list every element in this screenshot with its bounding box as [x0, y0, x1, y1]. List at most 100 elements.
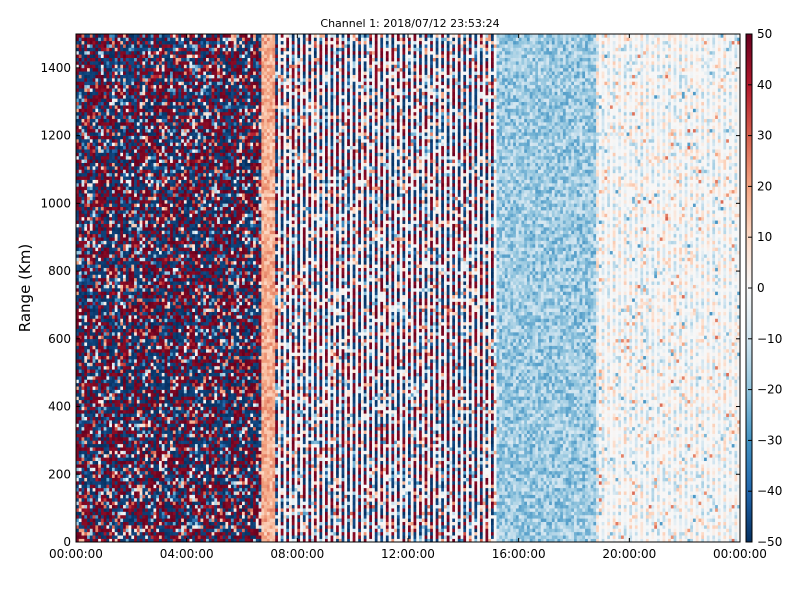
heatmap-cell	[87, 501, 90, 505]
heatmap-cell	[129, 535, 132, 539]
heatmap-cell	[120, 75, 123, 79]
heatmap-cell	[87, 213, 90, 217]
heatmap-cell	[153, 37, 156, 41]
heatmap-cell	[90, 85, 93, 89]
heatmap-cell	[82, 515, 85, 519]
heatmap-cell	[131, 278, 134, 282]
heatmap-cell	[104, 518, 107, 522]
heatmap-cell	[159, 363, 162, 367]
heatmap-cell	[129, 410, 132, 414]
heatmap-cell	[115, 85, 118, 89]
heatmap-cell	[145, 95, 148, 99]
heatmap-cell	[118, 278, 121, 282]
heatmap-cell	[129, 95, 132, 99]
heatmap-cell	[159, 149, 162, 153]
heatmap-cell	[79, 467, 82, 471]
heatmap-cell	[101, 501, 104, 505]
heatmap-cell	[95, 464, 98, 468]
heatmap-cell	[126, 318, 129, 322]
heatmap-cell	[112, 278, 115, 282]
heatmap-cell	[98, 352, 101, 356]
heatmap-cell	[115, 230, 118, 234]
heatmap-cell	[84, 37, 87, 41]
heatmap-cell	[142, 163, 145, 167]
heatmap-cell	[82, 61, 85, 65]
heatmap-cell	[79, 495, 82, 499]
heatmap-cell	[123, 51, 126, 55]
heatmap-cell	[104, 34, 107, 38]
heatmap-cell	[159, 132, 162, 136]
heatmap-cell	[90, 125, 93, 129]
heatmap-cell	[112, 491, 115, 495]
heatmap-cell	[134, 129, 137, 133]
heatmap-cell	[104, 339, 107, 343]
heatmap-cell	[156, 169, 159, 173]
heatmap-cell	[126, 129, 129, 133]
heatmap-cell	[90, 58, 93, 62]
heatmap-cell	[118, 44, 121, 48]
heatmap-cell	[101, 440, 104, 444]
heatmap-cell	[82, 71, 85, 75]
heatmap-cell	[95, 230, 98, 234]
heatmap-cell	[93, 81, 96, 85]
heatmap-cell	[140, 217, 143, 221]
heatmap-cell	[106, 220, 109, 224]
heatmap-cell	[123, 528, 126, 532]
heatmap-cell	[129, 332, 132, 336]
heatmap-cell	[79, 454, 82, 458]
heatmap-cell	[104, 288, 107, 292]
heatmap-cell	[95, 156, 98, 160]
heatmap-cell	[148, 400, 151, 404]
heatmap-cell	[153, 329, 156, 333]
heatmap-cell	[159, 298, 162, 302]
heatmap-cell	[93, 183, 96, 187]
heatmap-cell	[112, 197, 115, 201]
heatmap-cell	[126, 515, 129, 519]
heatmap-cell	[104, 471, 107, 475]
heatmap-cell	[84, 410, 87, 414]
heatmap-cell	[153, 230, 156, 234]
heatmap-cell	[79, 271, 82, 275]
heatmap-cell	[120, 159, 123, 163]
heatmap-cell	[148, 512, 151, 516]
heatmap-cell	[82, 417, 85, 421]
heatmap-cell	[87, 180, 90, 184]
heatmap-cell	[153, 369, 156, 373]
heatmap-cell	[82, 339, 85, 343]
heatmap-cell	[112, 213, 115, 217]
heatmap-cell	[131, 88, 134, 92]
heatmap-cell	[151, 505, 154, 509]
heatmap-cell	[134, 98, 137, 102]
heatmap-cell	[151, 78, 154, 82]
heatmap-cell	[112, 393, 115, 397]
heatmap-cell	[129, 501, 132, 505]
heatmap-cell	[104, 312, 107, 316]
heatmap-cell	[115, 315, 118, 319]
heatmap-cell	[145, 54, 148, 58]
heatmap-cell	[118, 180, 121, 184]
heatmap-cell	[118, 291, 121, 295]
heatmap-cell	[159, 366, 162, 370]
heatmap-cell	[156, 98, 159, 102]
heatmap-cell	[101, 390, 104, 394]
heatmap-cell	[98, 288, 101, 292]
heatmap-cell	[137, 298, 140, 302]
heatmap-cell	[115, 505, 118, 509]
heatmap-cell	[101, 203, 104, 207]
heatmap-cell	[109, 440, 112, 444]
heatmap-cell	[79, 210, 82, 214]
heatmap-cell	[151, 200, 154, 204]
heatmap-cell	[159, 305, 162, 309]
heatmap-cell	[120, 264, 123, 268]
heatmap-cell	[134, 454, 137, 458]
heatmap-cell	[134, 528, 137, 532]
heatmap-cell	[126, 156, 129, 160]
heatmap-cell	[159, 396, 162, 400]
heatmap-cell	[87, 447, 90, 451]
heatmap-cell	[134, 258, 137, 262]
heatmap-cell	[87, 112, 90, 116]
heatmap-cell	[159, 390, 162, 394]
heatmap-cell	[95, 210, 98, 214]
heatmap-cell	[84, 461, 87, 465]
heatmap-cell	[101, 295, 104, 299]
